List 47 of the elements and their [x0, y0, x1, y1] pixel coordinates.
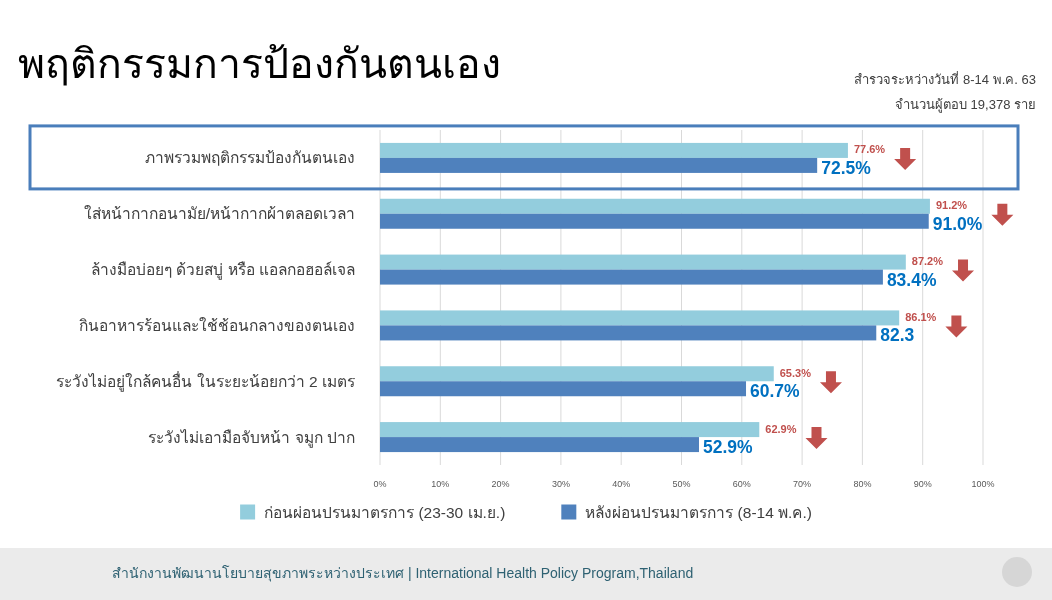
data-label: 77.6% — [853, 143, 886, 156]
data-label: 82.3 — [880, 325, 915, 346]
y-tick-label: กินอาหารร้อนและใช้ช้อนกลางของตนเอง — [79, 316, 355, 334]
data-label: 60.7% — [750, 381, 801, 402]
y-tick-label: ระวังไม่อยู่ใกล้คนอื่น ในระยะน้อยกว่า 2 เมตร — [56, 370, 355, 392]
data-label: 86.1% — [905, 310, 937, 323]
chart-title: พฤติกรรมการป้องกันตนเอง — [18, 41, 501, 87]
bar — [380, 381, 747, 397]
x-tick-label: 40% — [612, 479, 631, 489]
x-tick-label: 70% — [793, 479, 812, 489]
legend-label: ก่อนผ่อนปรนมาตรการ (23-30 เม.ย.) — [264, 503, 506, 521]
bar — [380, 269, 883, 285]
bar — [380, 198, 930, 214]
data-label: 72.5% — [821, 157, 872, 178]
x-tick-label: 80% — [853, 479, 872, 489]
bar — [380, 157, 818, 173]
data-label: 87.2% — [911, 255, 944, 268]
x-tick-label: 50% — [672, 479, 691, 489]
x-tick-label: 100% — [971, 479, 995, 489]
x-tick-label: 30% — [551, 479, 570, 489]
bar — [380, 142, 848, 158]
x-tick-label: 0% — [373, 479, 387, 489]
text: สำนักงานพัฒนานโยบายสุขภาพระหว่างประเทศ | International Health Policy Program,Thailand — [112, 565, 694, 582]
data-label: 65.3% — [779, 366, 812, 379]
data-label: 83.4% — [886, 269, 937, 290]
x-tick-label: 20% — [491, 479, 510, 489]
x-tick-label: 60% — [732, 479, 751, 489]
y-tick-label: ภาพรวมพฤติกรรมป้องกันตนเอง — [145, 149, 355, 167]
bar — [380, 422, 760, 438]
bar — [380, 437, 699, 453]
bar — [380, 325, 877, 341]
data-label: 91.0% — [932, 213, 983, 234]
data-label: 52.9% — [702, 437, 754, 458]
chart-subtitle: สำรวจระหว่างวันที่ 8-14 พ.ค. 63 — [854, 71, 1036, 87]
y-tick-label: ใส่หน้ากากอนามัย/หน้ากากผ้าตลอดเวลา — [83, 205, 355, 223]
data-label: 62.9% — [765, 422, 797, 435]
data-label: 91.2% — [935, 199, 968, 212]
text: จำนวนผู้ตอบ 19,378 ราย — [895, 97, 1036, 113]
y-tick-label: ระวังไม่เอามือจับหน้า จมูก ปาก — [148, 428, 355, 448]
bar — [380, 254, 906, 270]
x-tick-label: 90% — [913, 479, 932, 489]
x-tick-label: 10% — [431, 479, 450, 489]
bar — [380, 213, 929, 229]
bar — [380, 310, 900, 326]
y-tick-label: ล้างมือบ่อยๆ ด้วยสบู่ หรือ แอลกอฮอล์เจล — [91, 261, 355, 281]
legend-label: หลังผ่อนปรนมาตรการ (8-14 พ.ค.) — [585, 503, 812, 521]
bar — [380, 366, 774, 382]
